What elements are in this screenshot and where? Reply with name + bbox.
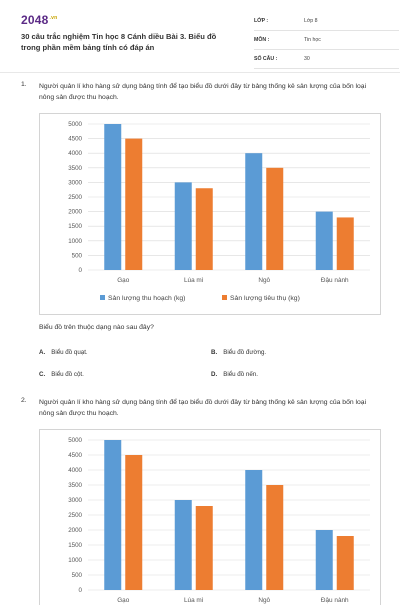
question-number: 1. — [21, 81, 27, 88]
x-category-label: Lúa mì — [184, 277, 204, 284]
bar-harvest — [245, 153, 263, 270]
y-tick-label: 0 — [79, 267, 83, 274]
option-d[interactable]: D. Biểu đồ nến. — [211, 371, 258, 378]
bar-harvest — [104, 440, 122, 590]
option-text: Biểu đồ cột. — [51, 371, 84, 378]
y-tick-label: 1500 — [68, 223, 82, 230]
x-category-label: Ngô — [258, 597, 270, 604]
header: 2048.vn 30 câu trắc nghiệm Tin học 8 Cán… — [21, 10, 399, 69]
meta-panel: LỚP : Lớp 8 MÔN : Tin học SỐ CÂU : 30 — [254, 14, 399, 71]
bar-consumption — [125, 455, 143, 590]
option-c[interactable]: C. Biểu đồ cột. — [39, 371, 84, 378]
legend-swatch — [222, 295, 227, 300]
legend-label: Sản lượng thu hoạch (kg) — [108, 295, 185, 302]
bar-harvest — [104, 124, 122, 270]
option-label: A. — [39, 349, 46, 356]
bar-harvest — [174, 500, 192, 590]
x-category-label: Đậu nành — [321, 597, 349, 604]
bar-chart: 0 500 1000 1500 2000 2500 3000 3500 4000 4500 5000… — [68, 437, 370, 604]
option-text: Biểu đồ nến. — [223, 371, 258, 378]
option-text: Biểu đồ đường. — [223, 349, 267, 356]
y-tick-label: 2500 — [68, 512, 82, 519]
bar-consumption — [125, 138, 143, 270]
meta-value: 30 — [304, 56, 310, 62]
meta-value: Tin học — [304, 37, 321, 43]
x-category-label: Gạo — [117, 277, 130, 284]
x-category-label: Lúa mì — [184, 597, 204, 604]
question-text: Người quản lí kho hàng sử dụng bảng tính… — [39, 83, 367, 101]
x-category-label: Gạo — [117, 597, 130, 604]
question-number: 2. — [21, 397, 27, 404]
bar-consumption — [336, 536, 354, 590]
logo-suffix: .vn — [49, 15, 58, 21]
y-tick-label: 0 — [79, 587, 83, 594]
meta-row-count: SỐ CÂU : 30 — [254, 52, 399, 69]
y-tick-label: 4000 — [68, 150, 82, 157]
meta-key: MÔN : — [254, 37, 270, 43]
bar-consumption — [336, 217, 354, 270]
bar-consumption — [266, 167, 284, 270]
y-tick-label: 3000 — [68, 497, 82, 504]
y-tick-label: 2500 — [68, 194, 82, 201]
meta-value: Lớp 8 — [304, 18, 318, 24]
x-category-label: Đậu nành — [321, 277, 349, 284]
legend-label: Sản lượng tiêu thụ (kg) — [230, 295, 300, 302]
bar-consumption — [195, 506, 213, 590]
y-tick-label: 500 — [72, 572, 83, 579]
y-tick-label: 3000 — [68, 179, 82, 186]
bar-harvest — [315, 211, 333, 270]
y-tick-label: 500 — [72, 252, 83, 259]
question-text: Người quản lí kho hàng sử dụng bảng tính… — [39, 399, 367, 417]
meta-key: LỚP : — [254, 18, 269, 24]
y-tick-label: 5000 — [68, 121, 82, 128]
y-tick-label: 1000 — [68, 557, 82, 564]
y-tick-label: 1000 — [68, 238, 82, 245]
bar-consumption — [266, 485, 284, 590]
option-label: D. — [211, 371, 218, 378]
document-title: 30 câu trắc nghiệm Tin học 8 Cánh diều B… — [21, 32, 217, 52]
option-text: Biểu đồ quạt. — [51, 349, 88, 356]
bar-consumption — [195, 188, 213, 270]
y-tick-label: 3500 — [68, 165, 82, 172]
y-tick-label: 4000 — [68, 467, 82, 474]
meta-key: SỐ CÂU : — [254, 56, 278, 62]
option-label: B. — [211, 349, 218, 356]
y-tick-label: 4500 — [68, 136, 82, 143]
bar-harvest — [245, 470, 263, 590]
option-b[interactable]: B. Biểu đồ đường. — [211, 349, 266, 356]
y-tick-label: 4500 — [68, 452, 82, 459]
y-tick-label: 2000 — [68, 209, 82, 216]
meta-row-class: LỚP : Lớp 8 — [254, 14, 399, 31]
x-category-label: Ngô — [258, 277, 270, 284]
sub-question: Biểu đồ trên thuộc dạng nào sau đây? — [39, 324, 154, 331]
site-logo[interactable]: 2048.vn — [21, 13, 57, 27]
header-divider — [0, 72, 400, 73]
bar-harvest — [174, 182, 192, 270]
logo-text: 2048 — [21, 13, 49, 27]
y-tick-label: 2000 — [68, 527, 82, 534]
meta-row-subject: MÔN : Tin học — [254, 33, 399, 50]
y-tick-label: 3500 — [68, 482, 82, 489]
option-a[interactable]: A. Biểu đồ quạt. — [39, 349, 88, 356]
bar-chart: 0 500 1000 1500 2000 2500 3000 3500 4000 4500 5000… — [68, 121, 370, 302]
option-label: C. — [39, 371, 46, 378]
y-tick-label: 5000 — [68, 437, 82, 444]
chart-container: 0 500 1000 1500 2000 2500 3000 3500 4000 4500 5000… — [39, 113, 381, 315]
bar-harvest — [315, 530, 333, 590]
chart-container: 0 500 1000 1500 2000 2500 3000 3500 4000 4500 5000… — [39, 429, 381, 605]
y-tick-label: 1500 — [68, 542, 82, 549]
legend-swatch — [100, 295, 105, 300]
